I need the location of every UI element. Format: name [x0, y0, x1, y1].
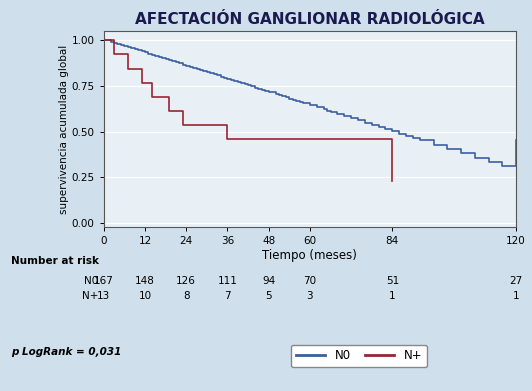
- Text: 27: 27: [510, 276, 522, 286]
- Text: N+: N+: [82, 291, 98, 301]
- Y-axis label: supervivencia acumulada global: supervivencia acumulada global: [59, 45, 69, 213]
- Text: 111: 111: [218, 276, 237, 286]
- Text: 126: 126: [176, 276, 196, 286]
- Text: 51: 51: [386, 276, 399, 286]
- Text: 94: 94: [262, 276, 275, 286]
- Text: 7: 7: [224, 291, 231, 301]
- Text: 10: 10: [138, 291, 152, 301]
- Text: 8: 8: [183, 291, 189, 301]
- Text: 13: 13: [97, 291, 110, 301]
- X-axis label: Tiempo (meses): Tiempo (meses): [262, 249, 358, 262]
- Text: 148: 148: [135, 276, 155, 286]
- Text: Number at risk: Number at risk: [11, 256, 98, 266]
- Text: p LogRank = 0,031: p LogRank = 0,031: [11, 347, 121, 357]
- Title: AFECTACIÓN GANGLIONAR RADIOLÓGICA: AFECTACIÓN GANGLIONAR RADIOLÓGICA: [135, 13, 485, 27]
- Text: 1: 1: [389, 291, 396, 301]
- Text: 3: 3: [306, 291, 313, 301]
- Legend: N0, N+: N0, N+: [291, 344, 427, 367]
- Text: 1: 1: [513, 291, 519, 301]
- Text: 70: 70: [303, 276, 317, 286]
- Text: 167: 167: [94, 276, 114, 286]
- Text: N0: N0: [84, 276, 98, 286]
- Text: 5: 5: [265, 291, 272, 301]
